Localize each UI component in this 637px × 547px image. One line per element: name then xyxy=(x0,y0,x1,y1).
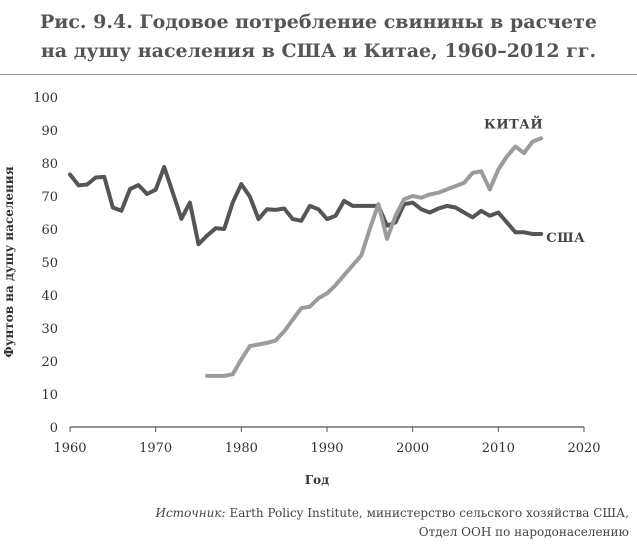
x-tick-label: 1990 xyxy=(310,441,343,456)
source-label: Источник: xyxy=(155,506,226,520)
x-tick-label: 2020 xyxy=(567,441,600,456)
y-tick-label: 40 xyxy=(41,289,58,304)
x-tick-label: 1970 xyxy=(139,441,172,456)
source-line-2: Отдел ООН по народонаселению xyxy=(418,525,629,539)
y-tick-label: 80 xyxy=(41,157,58,172)
title-line-1: Рис. 9.4. Годовое потребление свинины в … xyxy=(39,11,598,33)
title-line-2: на душу населения в США и Китае, 1960–20… xyxy=(40,40,597,62)
y-tick-label: 0 xyxy=(50,421,58,436)
annotation-usa: США xyxy=(546,231,585,246)
y-tick-label: 20 xyxy=(41,355,58,370)
chart-title: Рис. 9.4. Годовое потребление свинины в … xyxy=(0,8,637,66)
annotation-china: КИТАЙ xyxy=(484,115,543,132)
x-tick-label: 2010 xyxy=(482,441,515,456)
x-tick-label: 1980 xyxy=(225,441,258,456)
chart-series xyxy=(68,136,544,378)
y-tick-label: 10 xyxy=(41,388,58,403)
y-tick-label: 100 xyxy=(33,91,58,106)
y-tick-label: 50 xyxy=(41,256,58,271)
y-tick-label: 60 xyxy=(41,223,58,238)
source-note: Источник: Earth Policy Institute, минист… xyxy=(29,504,630,542)
chart-labels: Год Фунтов на душу населения КИТАЙ США xyxy=(2,115,585,487)
source-line-1: Источник: Earth Policy Institute, минист… xyxy=(29,504,630,523)
x-tick-label: 1960 xyxy=(53,441,86,456)
x-tick-label: 2000 xyxy=(396,441,429,456)
source-text-1: Earth Policy Institute, министерство сел… xyxy=(229,506,629,520)
y-tick-label: 70 xyxy=(41,190,58,205)
series-line-0 xyxy=(68,165,544,247)
series-line-1 xyxy=(205,136,544,378)
title-divider xyxy=(0,74,637,75)
chart-ticks: 1960 1970 1980 1990 2000 2010 2020 0 10 20 30 40 50 6… xyxy=(33,91,600,456)
x-axis-label: Год xyxy=(305,473,329,487)
y-tick-label: 90 xyxy=(41,124,58,139)
y-axis-label: Фунтов на душу населения xyxy=(2,166,16,357)
y-tick-label: 30 xyxy=(41,322,58,337)
